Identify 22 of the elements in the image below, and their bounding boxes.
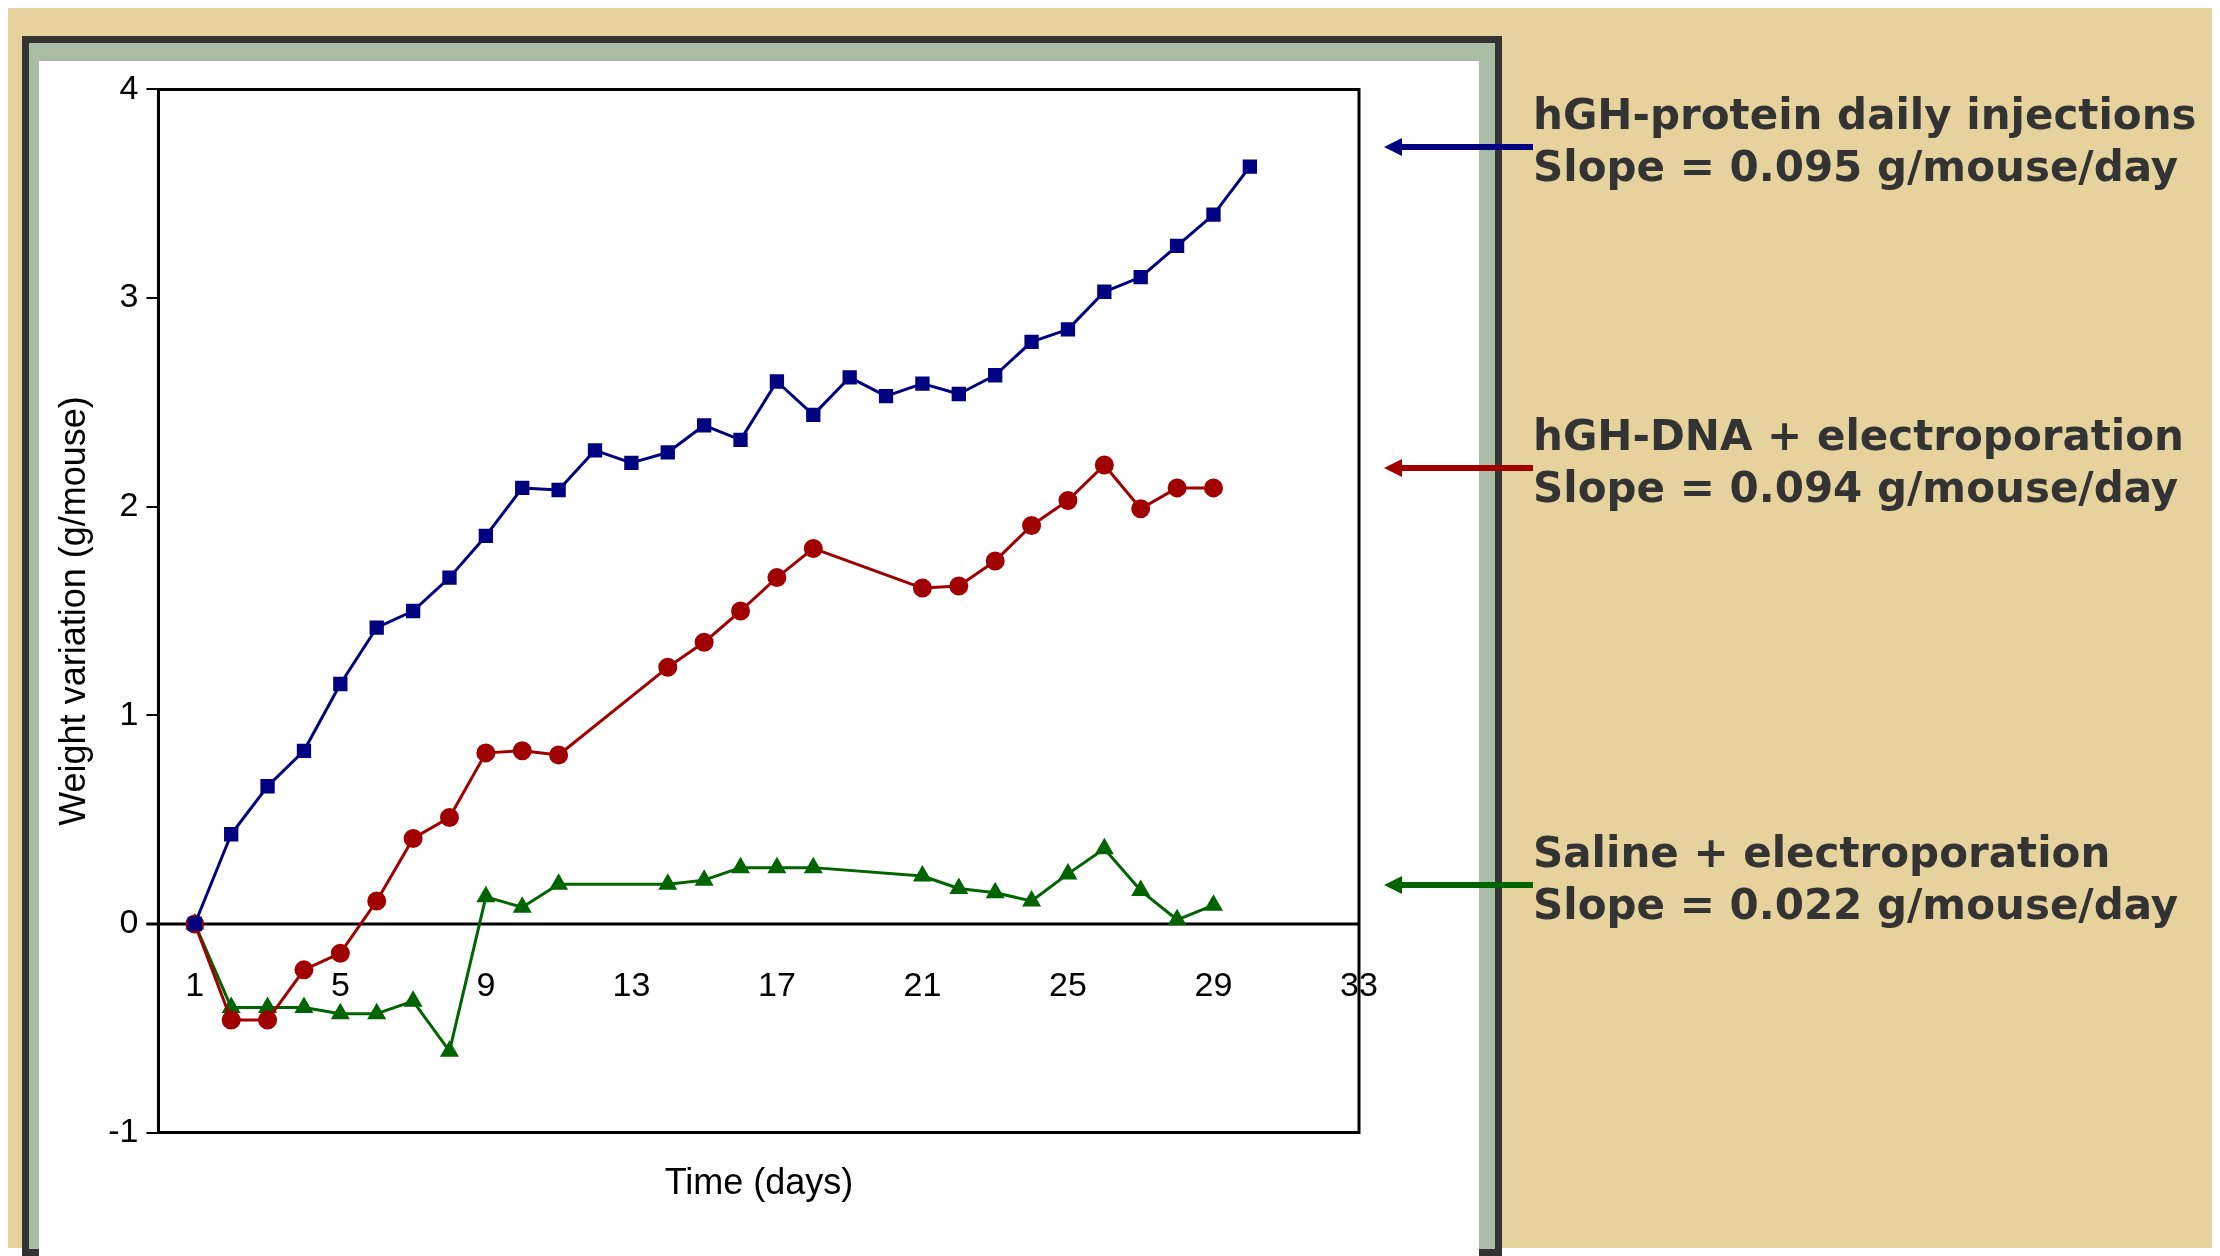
x-tick-label: 1 [185, 964, 205, 1003]
text: Saline + electroporation [1533, 827, 2112, 880]
text: Slope = 0.022 g/mouse/day [1533, 879, 2179, 932]
y-tick-label: 0 [119, 902, 139, 941]
y-tick-label: 3 [119, 276, 139, 315]
y-axis-title: Weight variation (g/mouse) [51, 396, 93, 826]
x-axis-title: Time (days) [663, 1161, 855, 1203]
y-tick-label: 1 [119, 693, 139, 732]
text: hGH-protein daily injections [1533, 88, 2197, 141]
x-tick-label: 17 [757, 964, 796, 1003]
text: Slope = 0.095 g/mouse/day [1533, 140, 2180, 193]
x-tick-label: 21 [903, 964, 942, 1003]
x-tick-label: 29 [1194, 964, 1233, 1003]
y-tick-label: 2 [119, 485, 139, 524]
x-tick-label: 13 [612, 964, 651, 1003]
y-tick-label: 4 [119, 67, 139, 106]
text: Slope = 0.094 g/mouse/day [1533, 461, 2180, 514]
x-tick-label: 25 [1049, 964, 1087, 1003]
x-tick-label: 5 [330, 964, 350, 1003]
y-tick-label: -1 [108, 1110, 139, 1149]
x-tick-label: 9 [476, 964, 496, 1003]
text: hGH-DNA + electroporation [1533, 409, 2185, 462]
